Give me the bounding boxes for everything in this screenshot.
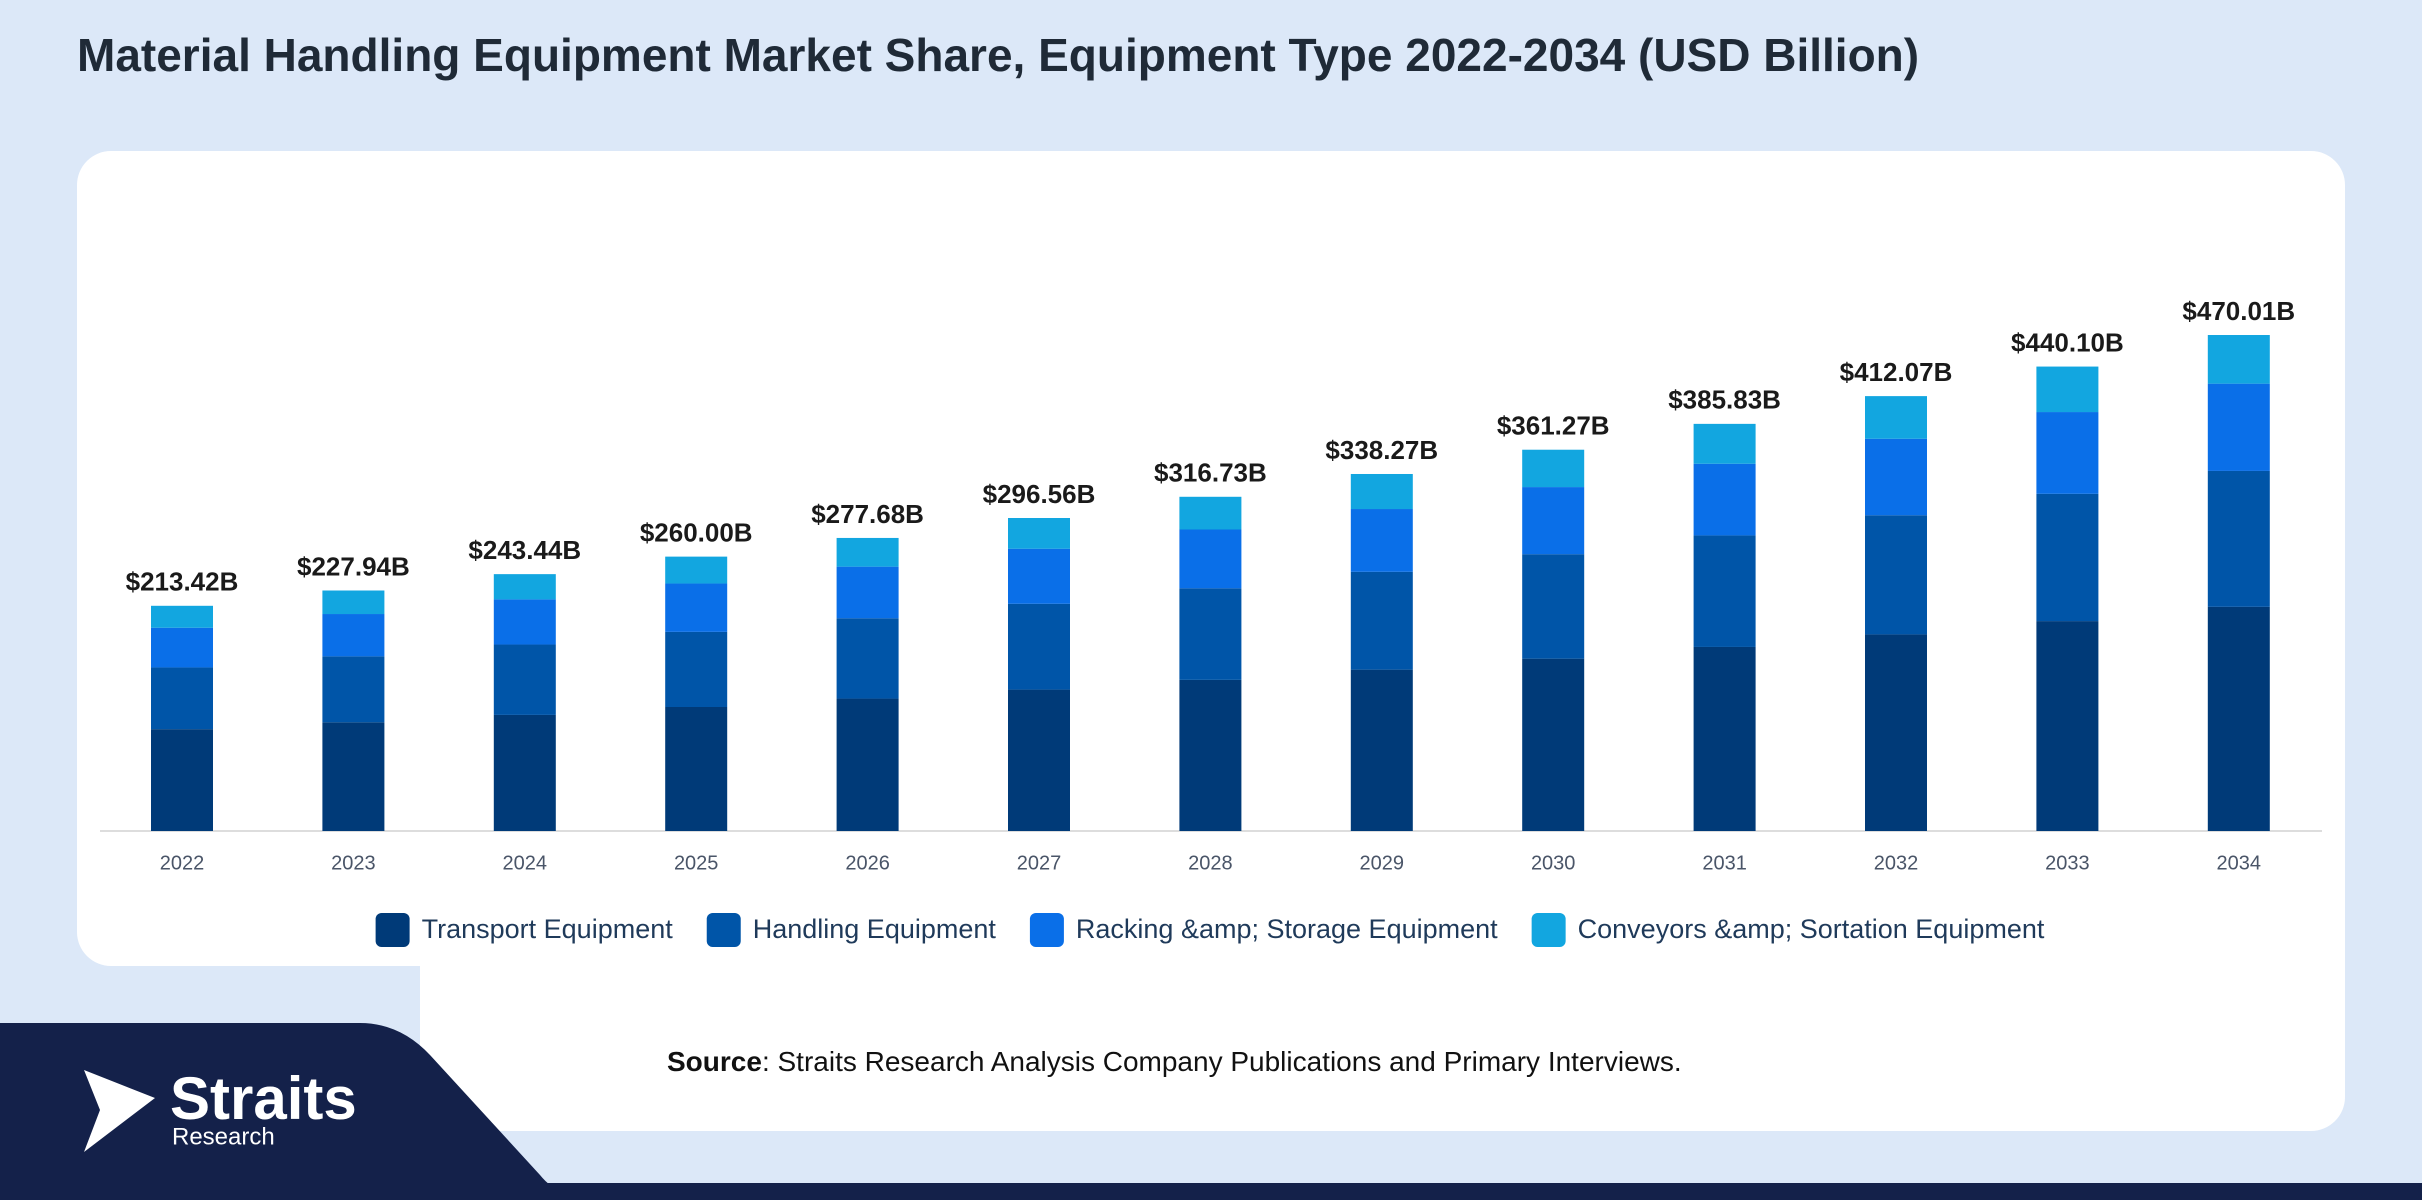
source-text: : Straits Research Analysis Company Publ… <box>762 1046 1682 1077</box>
bar-segment <box>1008 689 1070 831</box>
bar-segment <box>1693 535 1756 647</box>
logo-mark <box>84 1070 155 1152</box>
bar-segment <box>1008 517 1070 549</box>
bar-segment <box>151 667 213 730</box>
total-label: $277.68B <box>811 499 924 529</box>
bar-segment <box>1350 669 1413 831</box>
bar-segment <box>1865 515 1927 635</box>
bar-segment <box>1522 554 1585 659</box>
x-tick-label: 2023 <box>331 852 376 874</box>
source-note: Source: Straits Research Analysis Compan… <box>667 1046 1682 1077</box>
x-tick-label: 2022 <box>160 852 205 874</box>
bar-segment <box>2207 335 2270 384</box>
bar-segment <box>665 631 728 708</box>
bar-segment <box>2036 621 2099 831</box>
total-label: $385.83B <box>1668 385 1781 415</box>
total-label: $260.00B <box>640 517 753 547</box>
x-tick-label: 2030 <box>1531 852 1576 874</box>
bar-segment <box>2036 412 2099 494</box>
bar-segment <box>836 698 899 831</box>
bar-segment <box>1522 658 1585 831</box>
legend-label: Handling Equipment <box>753 914 997 944</box>
total-label: $213.42B <box>126 567 239 597</box>
bar-segment <box>836 618 899 699</box>
x-tick-label: 2033 <box>2045 852 2090 874</box>
bar-segment <box>151 627 213 668</box>
total-label: $440.10B <box>2011 327 2124 357</box>
bar-segment <box>1179 529 1242 589</box>
x-tick-label: 2024 <box>503 852 548 874</box>
x-tick-label: 2026 <box>845 852 890 874</box>
bar-segment <box>1350 509 1413 572</box>
total-label: $470.01B <box>2182 296 2295 326</box>
bar-segment <box>151 605 213 628</box>
bar-segment <box>2207 470 2270 607</box>
total-label: $412.07B <box>1840 357 1953 387</box>
bar-segment <box>1179 496 1242 530</box>
bar-segment <box>1179 588 1242 680</box>
bar-segment <box>1522 487 1585 555</box>
bar-segment <box>1693 423 1756 464</box>
x-tick-label: 2025 <box>674 852 719 874</box>
bar-segment <box>493 644 556 715</box>
bar-segment <box>322 614 385 657</box>
bar-segment <box>1865 438 1927 516</box>
bar-segment <box>493 714 556 831</box>
total-label: $338.27B <box>1325 435 1438 465</box>
total-label: $361.27B <box>1497 411 1610 441</box>
legend-swatch <box>706 913 741 947</box>
bar-segment <box>2207 383 2270 471</box>
bar-segment <box>151 729 213 831</box>
bar-segment <box>2207 606 2270 831</box>
total-label: $243.44B <box>468 535 581 565</box>
bar-segment <box>2036 366 2099 413</box>
bar-segment <box>665 707 728 831</box>
logo-sub: Research <box>172 1123 275 1150</box>
bar-segment <box>665 583 728 632</box>
bar-segment <box>836 566 899 619</box>
legend-swatch <box>1029 913 1064 947</box>
bar-segment <box>836 537 899 567</box>
x-tick-label: 2032 <box>1874 852 1919 874</box>
x-tick-label: 2031 <box>1702 852 1747 874</box>
bar-segment <box>1693 646 1756 831</box>
source-label: Source <box>667 1046 762 1077</box>
logo-panel <box>0 1023 600 1200</box>
bar-segment <box>1865 396 1927 439</box>
bar-segment <box>493 599 556 645</box>
bar-segment <box>1008 548 1070 604</box>
bar-segment <box>322 590 385 615</box>
chart-title: Material Handling Equipment Market Share… <box>77 29 1919 81</box>
bar-segment <box>1350 473 1413 510</box>
bar-segment <box>1350 571 1413 670</box>
legend-label: Conveyors &amp; Sortation Equipment <box>1578 914 2045 944</box>
bottom-strip <box>500 1183 2422 1200</box>
legend: Transport Equipment Handling Equipment Rac… <box>375 913 2045 947</box>
bar-segment <box>1522 449 1585 488</box>
x-tick-label: 2028 <box>1188 852 1233 874</box>
legend-swatch <box>1531 913 1566 947</box>
total-label: $227.94B <box>297 551 410 581</box>
total-label: $316.73B <box>1154 458 1267 488</box>
bar-segment <box>2036 493 2099 622</box>
x-tick-label: 2029 <box>1360 852 1405 874</box>
bar-segment <box>1179 679 1242 831</box>
bar-segment <box>1693 463 1756 536</box>
total-label: $296.56B <box>983 479 1096 509</box>
source-card <box>420 900 2345 1131</box>
legend-label: Transport Equipment <box>422 914 674 944</box>
bar-segment <box>1865 634 1927 831</box>
bar-segment <box>322 722 385 831</box>
logo-name: Straits <box>170 1065 357 1132</box>
x-tick-label: 2027 <box>1017 852 1062 874</box>
bar-segment <box>665 556 728 584</box>
x-tick-label: 2034 <box>2217 852 2262 874</box>
bar-segment <box>1008 603 1070 690</box>
legend-label: Racking &amp; Storage Equipment <box>1076 914 1498 944</box>
legend-swatch <box>375 913 410 947</box>
bar-segment <box>322 656 385 723</box>
bar-segment <box>493 574 556 600</box>
